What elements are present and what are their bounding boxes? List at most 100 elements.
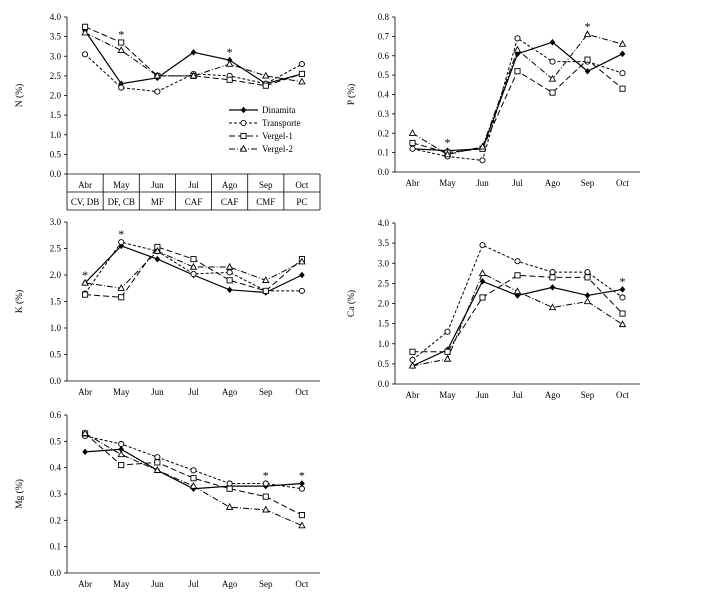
data-point bbox=[82, 51, 89, 58]
y-tick-label: 2.5 bbox=[50, 244, 62, 254]
data-point bbox=[548, 303, 557, 311]
series-vergel-2 bbox=[81, 429, 306, 529]
significance-asterisk: * bbox=[585, 19, 591, 33]
data-point bbox=[226, 480, 233, 487]
y-tick-label: 0.3 bbox=[50, 489, 62, 499]
legend-marker bbox=[240, 106, 247, 114]
x-tick-label: Ago bbox=[545, 178, 561, 188]
series-line bbox=[84, 433, 303, 516]
legend-marker bbox=[240, 119, 247, 127]
x-tick-label: May bbox=[439, 178, 456, 188]
x-tick-label: Ago bbox=[222, 387, 238, 397]
y-tick-label: 0.7 bbox=[378, 31, 390, 41]
stage-label: CMF bbox=[256, 197, 275, 207]
y-tick-label: 0.6 bbox=[50, 410, 62, 420]
y-tick-label: 0.1 bbox=[378, 148, 389, 158]
y-tick-label: 0.0 bbox=[378, 167, 390, 177]
x-tick-label: Ago bbox=[222, 180, 238, 190]
y-tick-label: 1.0 bbox=[378, 339, 390, 349]
x-tick-label: Jun bbox=[151, 579, 164, 589]
data-point bbox=[262, 287, 269, 294]
data-point bbox=[262, 276, 270, 283]
data-point bbox=[262, 493, 269, 500]
chart-n: 0.0 0.5 1.0 1.5 2.0 2.5 3.0 3.5 4.0 N (%) Abr May Ju… bbox=[14, 12, 321, 211]
legend-item-transporte: Transporte bbox=[229, 118, 301, 128]
x-tick-label: May bbox=[439, 390, 456, 400]
series-vergel-2 bbox=[81, 247, 306, 291]
x-tick-label: Jul bbox=[188, 579, 199, 589]
data-point bbox=[479, 278, 486, 285]
y-axis-title: N (%) bbox=[14, 84, 25, 107]
legend-label: Dinamita bbox=[262, 105, 296, 115]
y-tick-label: 3.5 bbox=[378, 238, 390, 248]
y-tick-label: 0.5 bbox=[50, 436, 62, 446]
legend-label: Vergel-2 bbox=[262, 144, 293, 154]
x-tick-label: Oct bbox=[616, 178, 629, 188]
data-point bbox=[153, 247, 162, 254]
y-tick-label: 1.0 bbox=[50, 323, 62, 333]
data-point bbox=[514, 68, 521, 75]
data-point bbox=[409, 348, 416, 355]
legend-marker bbox=[239, 144, 248, 152]
x-tick-label: Jul bbox=[188, 387, 199, 397]
y-tick-label: 0.4 bbox=[50, 463, 62, 473]
series-vergel-1 bbox=[409, 272, 626, 355]
data-point bbox=[549, 269, 556, 276]
data-point bbox=[118, 239, 125, 246]
data-point bbox=[262, 480, 269, 487]
y-tick-label: 3.0 bbox=[50, 217, 62, 227]
x-tick-label: Abr bbox=[78, 387, 92, 397]
x-tick-label: Sep bbox=[581, 390, 595, 400]
y-axis-title: Ca (%) bbox=[346, 290, 357, 317]
x-tick-label: Jun bbox=[151, 387, 164, 397]
x-tick-label: Sep bbox=[259, 180, 273, 190]
data-point bbox=[117, 450, 125, 458]
significance-asterisk: * bbox=[445, 136, 451, 150]
data-point bbox=[583, 30, 592, 38]
data-point bbox=[584, 67, 591, 75]
series-vergel-2 bbox=[408, 269, 627, 369]
data-point bbox=[514, 292, 521, 299]
data-point bbox=[549, 274, 556, 281]
x-tick-label: Oct bbox=[295, 579, 308, 589]
data-point bbox=[262, 71, 270, 79]
data-point bbox=[262, 505, 270, 513]
series-dinamita bbox=[409, 38, 626, 154]
data-point bbox=[444, 328, 451, 335]
data-point bbox=[190, 256, 197, 263]
data-point bbox=[443, 354, 452, 362]
data-point bbox=[226, 76, 233, 83]
x-tick-label: Abr bbox=[78, 579, 92, 589]
y-tick-label: 1.5 bbox=[50, 110, 62, 120]
data-point bbox=[118, 242, 125, 250]
data-point bbox=[549, 58, 556, 65]
data-point bbox=[478, 142, 487, 150]
x-tick-label: Ago bbox=[545, 390, 561, 400]
data-point bbox=[189, 481, 198, 489]
x-tick-label: Jun bbox=[151, 180, 164, 190]
stage-label: CAF bbox=[221, 197, 239, 207]
data-point bbox=[154, 454, 161, 461]
data-point bbox=[584, 56, 591, 63]
stage-label: PC bbox=[296, 197, 307, 207]
data-point bbox=[443, 150, 452, 158]
x-tick-label: Oct bbox=[295, 180, 308, 190]
y-tick-label: 2.0 bbox=[50, 91, 62, 101]
data-point bbox=[549, 284, 556, 291]
data-point bbox=[478, 269, 487, 276]
x-tick-label: Abr bbox=[406, 390, 420, 400]
data-point bbox=[619, 70, 626, 77]
y-tick-label: 3.0 bbox=[378, 258, 390, 268]
y-tick-label: 0.5 bbox=[50, 149, 62, 159]
y-tick-label: 2.0 bbox=[50, 270, 62, 280]
x-tick-label: May bbox=[113, 387, 130, 397]
data-point bbox=[513, 45, 522, 53]
data-point bbox=[82, 448, 88, 456]
significance-asterisk: * bbox=[82, 268, 88, 282]
data-point bbox=[226, 269, 233, 276]
series-line bbox=[412, 41, 623, 152]
data-point bbox=[514, 35, 521, 42]
y-tick-label: 1.5 bbox=[50, 297, 62, 307]
y-tick-label: 4.0 bbox=[50, 12, 62, 22]
